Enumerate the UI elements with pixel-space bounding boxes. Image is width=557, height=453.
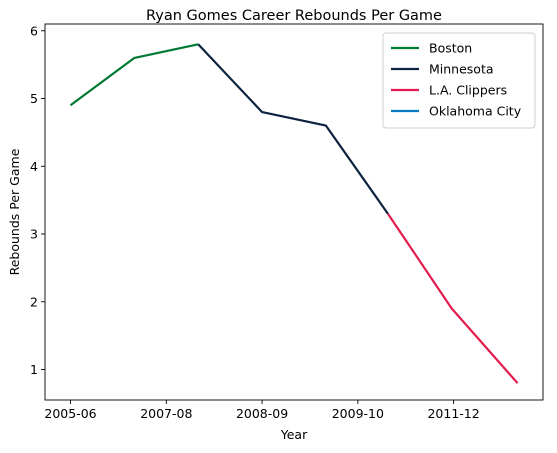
x-tick-label: 2005-06 bbox=[44, 406, 96, 421]
series-lines bbox=[69, 43, 519, 384]
series-line-2 bbox=[386, 213, 519, 384]
y-tick-label: 3 bbox=[30, 227, 38, 242]
x-tick-label: 2007-08 bbox=[140, 406, 192, 421]
x-tick-label: 2008-09 bbox=[236, 406, 288, 421]
y-axis-label: Rebounds Per Game bbox=[7, 148, 22, 275]
x-tick-label: 2011-12 bbox=[427, 406, 479, 421]
y-tick-label: 6 bbox=[30, 23, 38, 38]
legend: Boston Minnesota L.A. Clippers Oklahoma Cit… bbox=[382, 32, 536, 129]
y-tick-label: 5 bbox=[30, 91, 38, 106]
x-axis-label: Year bbox=[280, 427, 308, 442]
plot-frame bbox=[44, 23, 544, 401]
chart-title: Ryan Gomes Career Rebounds Per Game bbox=[146, 8, 442, 24]
series-line-0 bbox=[69, 43, 199, 107]
x-tick-label: 2009-10 bbox=[332, 406, 384, 421]
y-tick-label: 2 bbox=[30, 294, 38, 309]
y-axis: 1 2 3 4 5 6 bbox=[30, 23, 45, 377]
legend-label-2: L.A. Clippers bbox=[429, 83, 507, 98]
legend-label-3: Oklahoma City bbox=[429, 104, 522, 119]
legend-label-0: Boston bbox=[429, 41, 472, 56]
series-line-1 bbox=[197, 43, 389, 215]
x-axis: 2005-06 2007-08 2008-09 2009-10 2011-12 bbox=[44, 400, 480, 421]
legend-box bbox=[382, 32, 536, 129]
y-tick-label: 1 bbox=[30, 362, 38, 377]
y-tick-label: 4 bbox=[30, 159, 38, 174]
legend-label-1: Minnesota bbox=[429, 62, 494, 77]
